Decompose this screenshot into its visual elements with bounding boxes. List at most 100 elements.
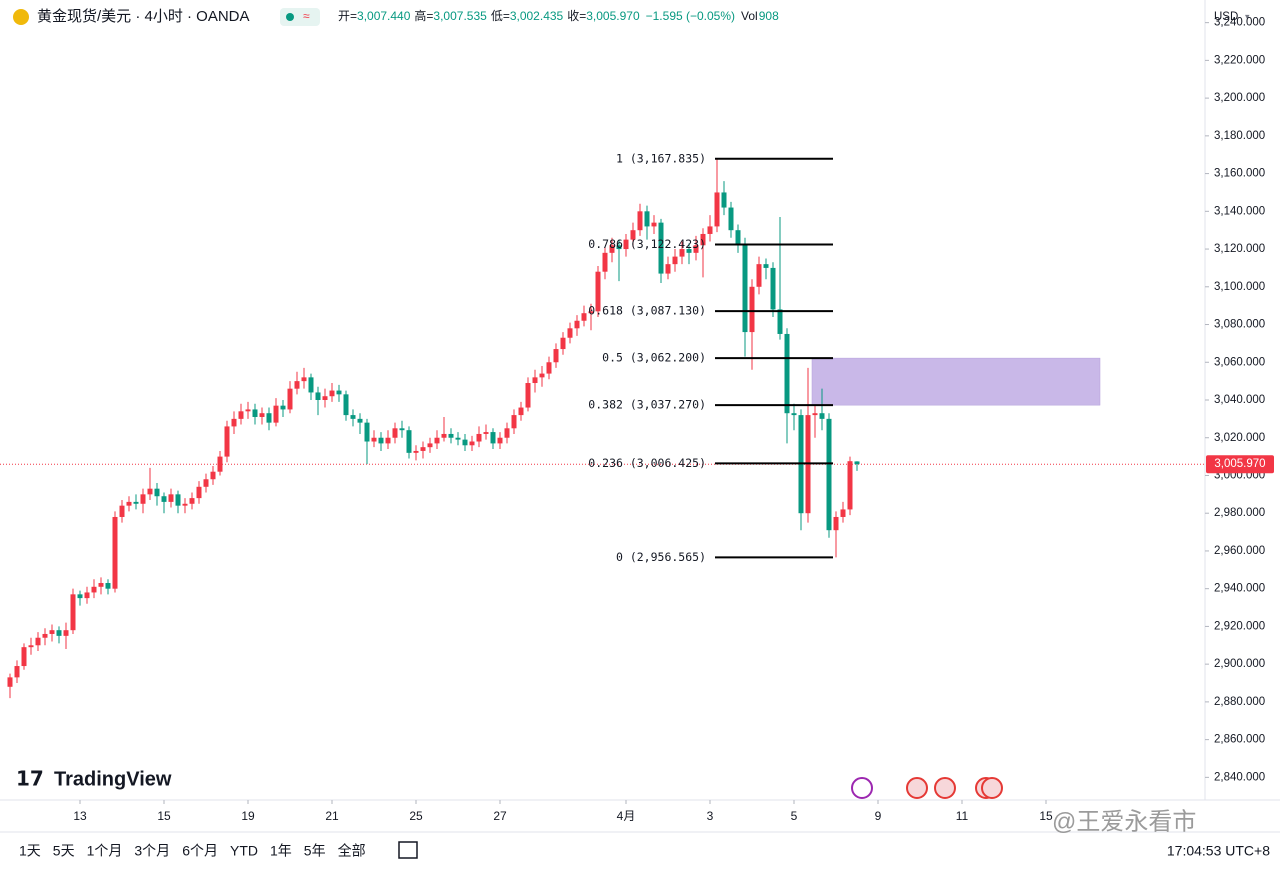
x-tick-label: 9 [875,809,882,823]
y-tick-label: 2,880.000 [1214,696,1265,708]
symbol-title: 黄金现货/美元 · 4小时 · OANDA [37,8,250,25]
candle-body [679,249,685,257]
range-button[interactable]: YTD [230,843,258,859]
candle-body [70,594,76,631]
candle-body [336,390,342,395]
candle-body [413,450,419,453]
x-tick-label: 5 [791,809,798,823]
candle-body [777,309,783,334]
candle-body [427,443,433,448]
ohlc-value: 3,007.535 [433,9,487,23]
plot-area: 1 (3,167.835) 0.786 (3,122.423) 0.618 (3,0… [0,151,1205,699]
candle-body [602,252,608,272]
candle-body [658,222,664,274]
candle-body [371,437,377,442]
event-flag[interactable] [934,777,956,799]
candle-body [385,437,391,444]
candle-body [840,509,846,517]
range-button[interactable]: 5年 [304,843,326,859]
y-tick-label: 3,160.000 [1214,168,1265,180]
candle-body [434,437,440,444]
ohlc-value: 3,002.435 [510,9,564,23]
compare-icon[interactable] [398,841,418,859]
status-badge[interactable] [280,8,320,26]
fib-label: 0.786 (3,122.423) [588,237,706,251]
watermark: @王爱永看市 [1052,808,1196,835]
candle-body [693,245,699,253]
candle-body [826,418,832,531]
candle-body [525,383,531,408]
candle-body [742,245,748,333]
candle-body [420,447,426,451]
price-tag-label: 3,005.970 [1214,458,1265,470]
y-tick-label: 3,220.000 [1214,54,1265,66]
candle-body [812,413,818,416]
range-button[interactable]: 1天 [19,843,41,859]
candle-body [686,249,692,253]
event-flag[interactable] [981,777,1003,799]
fib-label: 0.236 (3,006.425) [588,456,706,470]
candle-body [350,415,356,419]
candle-body [511,415,517,429]
candle-body [728,207,734,231]
fib-label: 0.618 (3,087.130) [588,304,706,318]
range-button[interactable]: 1个月 [87,843,123,859]
candle-body [245,409,251,412]
candle-body [28,645,34,648]
candle-body [546,362,552,374]
candle-body [35,637,41,646]
candle-body [105,583,111,589]
candle-body [140,494,146,504]
candle-body [147,488,153,495]
candle-body [126,501,132,506]
candle-body [287,388,293,410]
candle-body [301,377,307,382]
event-icon[interactable] [851,777,873,799]
candle-body [343,394,349,416]
candle-body [161,496,167,502]
y-tick-label: 3,200.000 [1214,92,1265,104]
candle-body [56,630,62,636]
candle-body [469,441,475,446]
candle-body [378,437,384,444]
x-tick-label: 19 [241,809,255,823]
candle-body [476,433,482,442]
candle-body [21,647,27,667]
candle-body [441,433,447,438]
candle-body [252,409,258,417]
logo-mark: 𝟭𝟳 [16,768,44,790]
y-tick-label: 2,900.000 [1214,658,1265,670]
candle-body [665,264,671,274]
status-dot [286,13,294,21]
range-button[interactable]: 3个月 [134,843,170,859]
event-flag[interactable] [906,777,928,799]
range-button[interactable]: 全部 [338,843,366,859]
y-tick-label: 3,140.000 [1214,205,1265,217]
ohlc-label: 收= [567,9,586,23]
range-button[interactable]: 6个月 [182,843,218,859]
status-wave: ≈ [303,9,310,23]
candle-body [189,498,195,504]
candle-body [819,413,825,419]
ohlc-value: 3,007.440 [357,9,411,23]
candle-body [224,426,230,457]
x-tick-label: 27 [493,809,507,823]
candle-body [133,501,139,504]
candle-body [364,422,370,442]
candle-body [63,630,69,636]
candle-body [119,505,125,517]
fib-label: 0.382 (3,037.270) [588,398,706,412]
candle-body [574,320,580,329]
candle-body [462,439,468,446]
candle-body [567,328,573,338]
y-tick-label: 3,080.000 [1214,319,1265,331]
candle-body [217,456,223,472]
range-button[interactable]: 1年 [270,843,292,859]
candle-body [49,630,55,634]
x-tick-label: 13 [73,809,87,823]
x-tick-label: 21 [325,809,339,823]
currency[interactable]: USD [1214,11,1238,23]
y-tick-label: 3,040.000 [1214,394,1265,406]
range-button[interactable]: 5天 [53,843,75,859]
currency-caret: ▾ [1245,11,1250,21]
